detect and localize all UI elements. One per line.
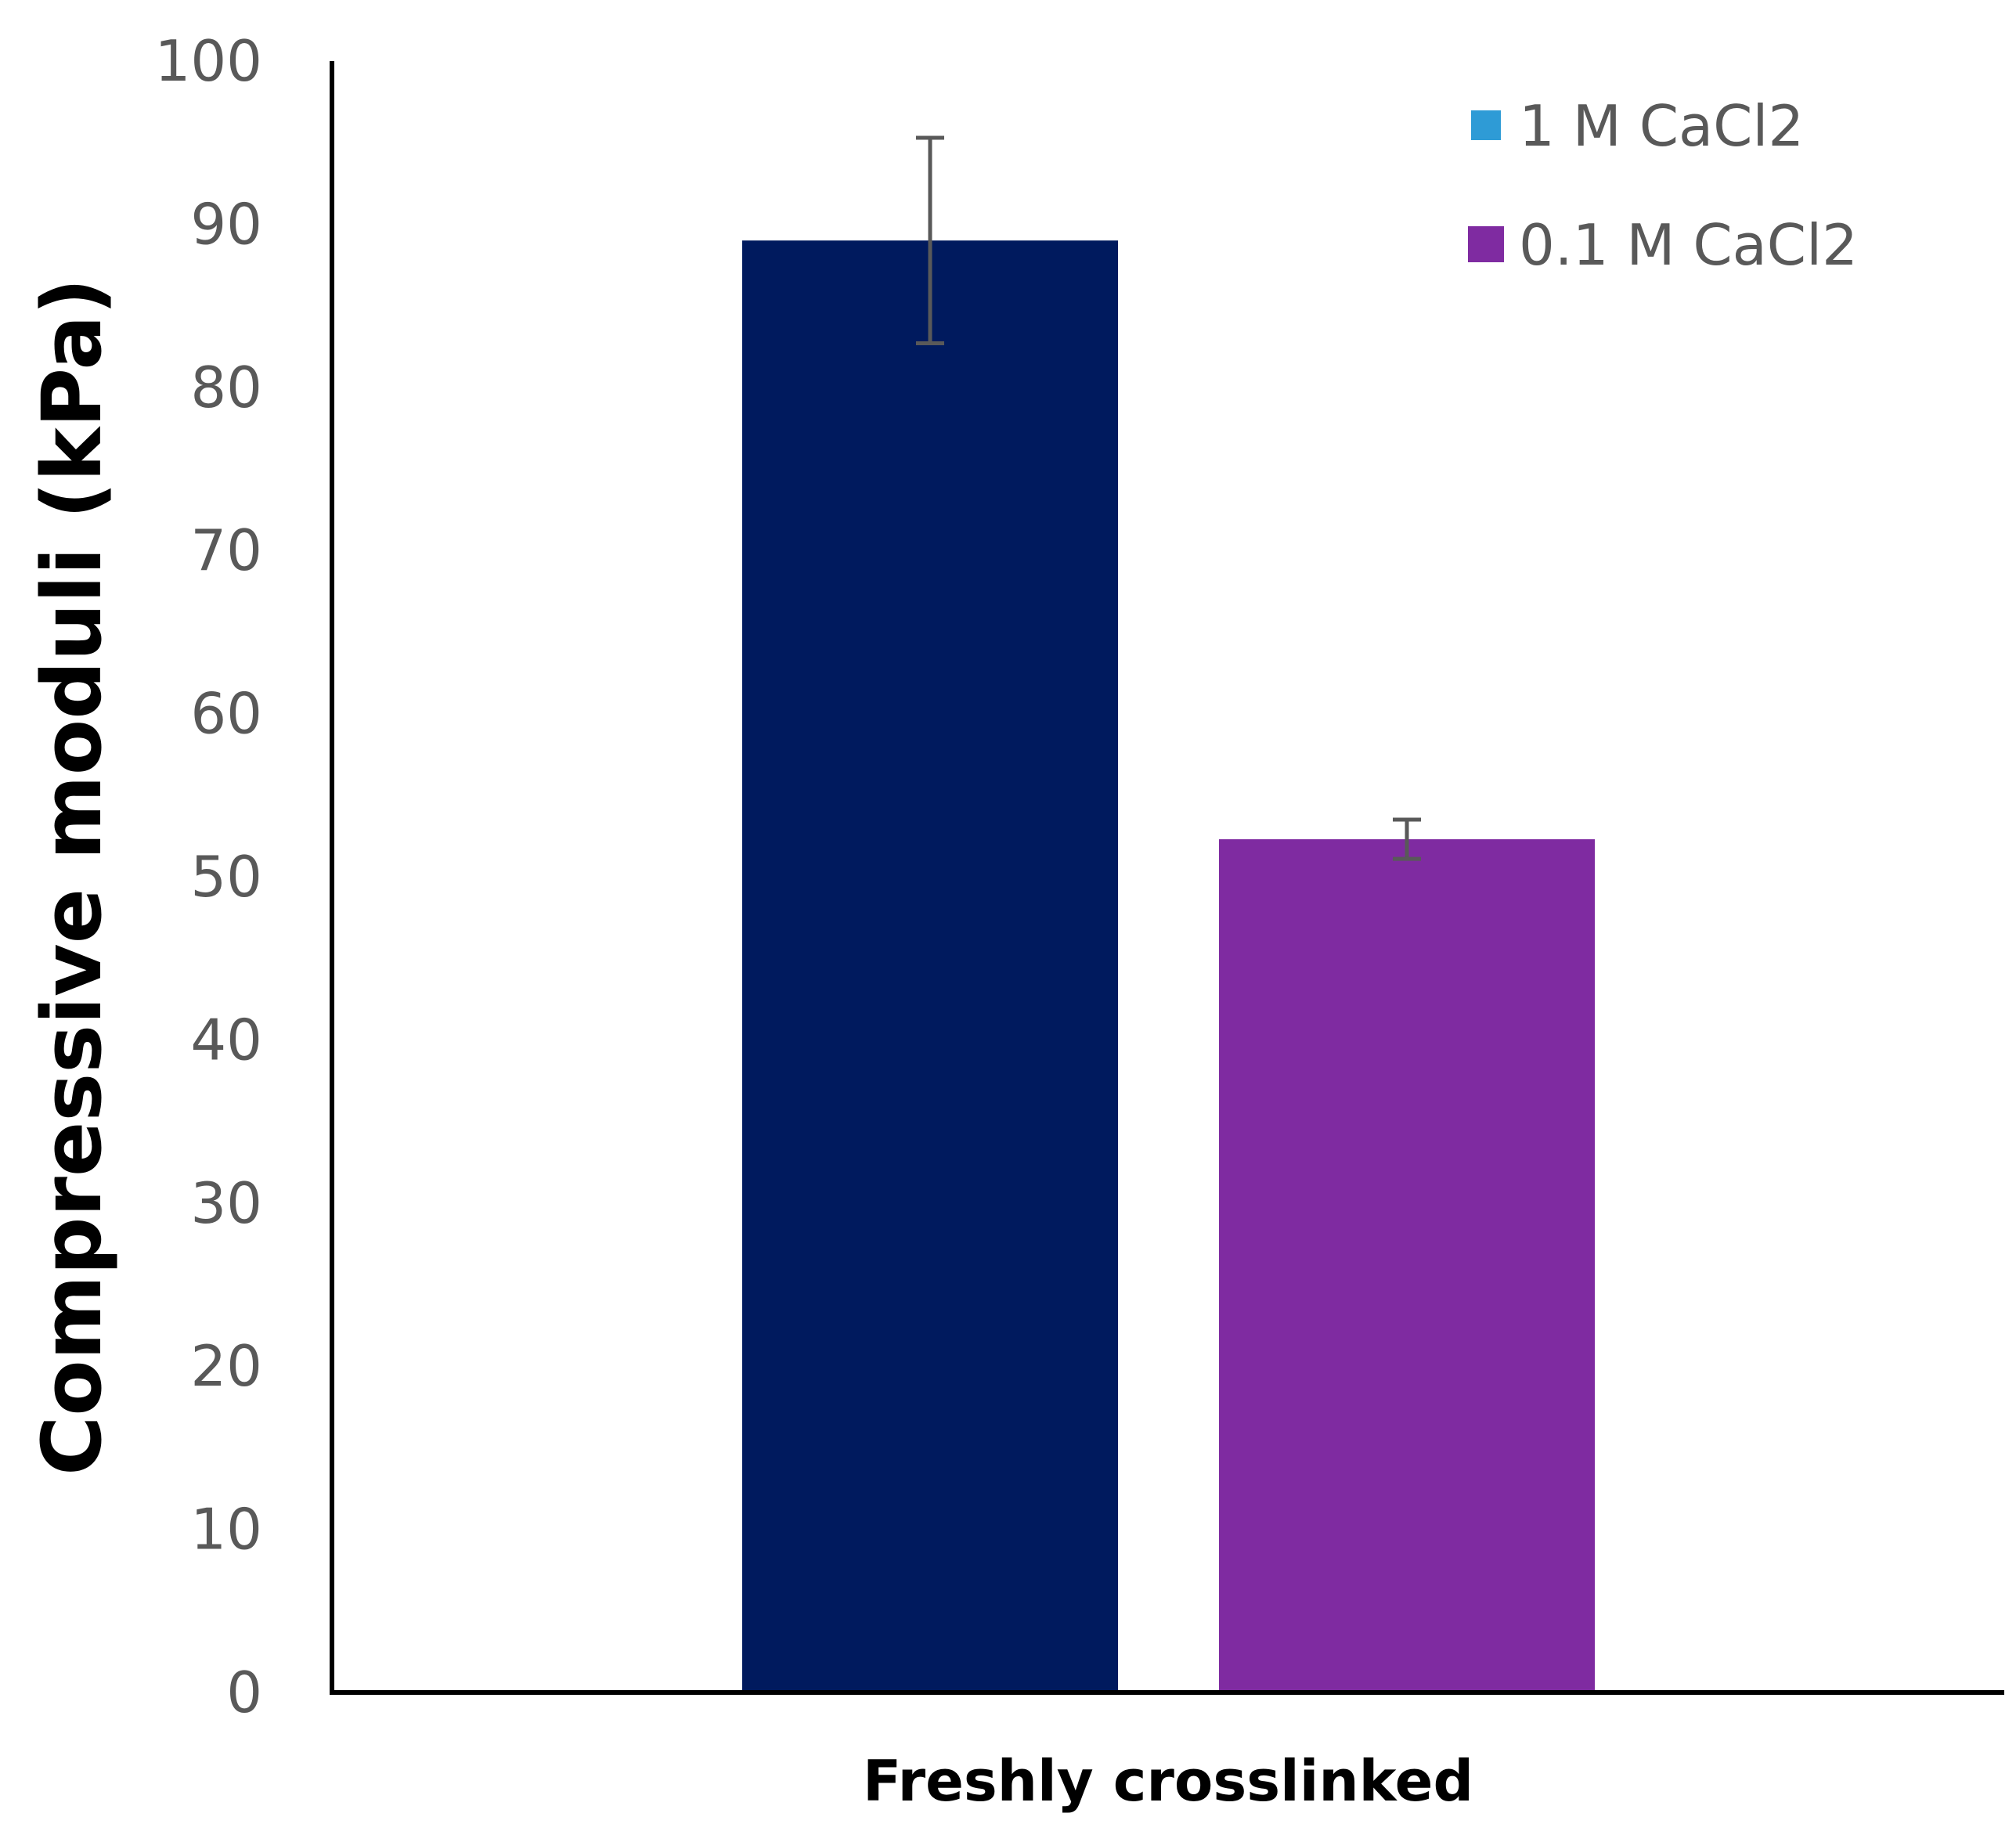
legend-label: 0.1 M CaCl2 xyxy=(1519,212,1858,278)
category-labels: Freshly crosslinked xyxy=(863,1748,1473,1814)
y-tick-label: 50 xyxy=(190,844,262,910)
y-tick-label: 60 xyxy=(190,681,262,747)
bar-one-molar xyxy=(742,240,1118,1692)
y-axis-title: Compressive moduli (kPa) xyxy=(24,278,120,1476)
bar-point-one-molar xyxy=(1219,839,1595,1692)
x-category-label: Freshly crosslinked xyxy=(863,1748,1473,1814)
y-tick-label: 20 xyxy=(190,1333,262,1399)
error-bar-one-molar xyxy=(916,135,944,346)
error-bars xyxy=(916,135,1421,861)
y-tick-label: 0 xyxy=(226,1660,262,1725)
y-tick-label: 40 xyxy=(190,1007,262,1072)
y-tick-label: 10 xyxy=(190,1497,262,1563)
bars xyxy=(742,240,1595,1692)
y-tick-label: 80 xyxy=(190,355,262,420)
y-tick-label: 30 xyxy=(190,1170,262,1236)
legend-swatch xyxy=(1468,226,1504,262)
y-axis-ticks: 0 10 20 30 40 50 60 70 80 90 100 xyxy=(155,28,262,1725)
legend: 1 M CaCl2 0.1 M CaCl2 xyxy=(1468,93,1858,278)
y-tick-label: 70 xyxy=(190,517,262,583)
error-bar-point-one-molar xyxy=(1393,817,1421,861)
legend-label: 1 M CaCl2 xyxy=(1519,93,1804,159)
y-tick-label: 100 xyxy=(155,28,262,94)
legend-swatch xyxy=(1471,110,1501,140)
y-tick-label: 90 xyxy=(190,191,262,257)
